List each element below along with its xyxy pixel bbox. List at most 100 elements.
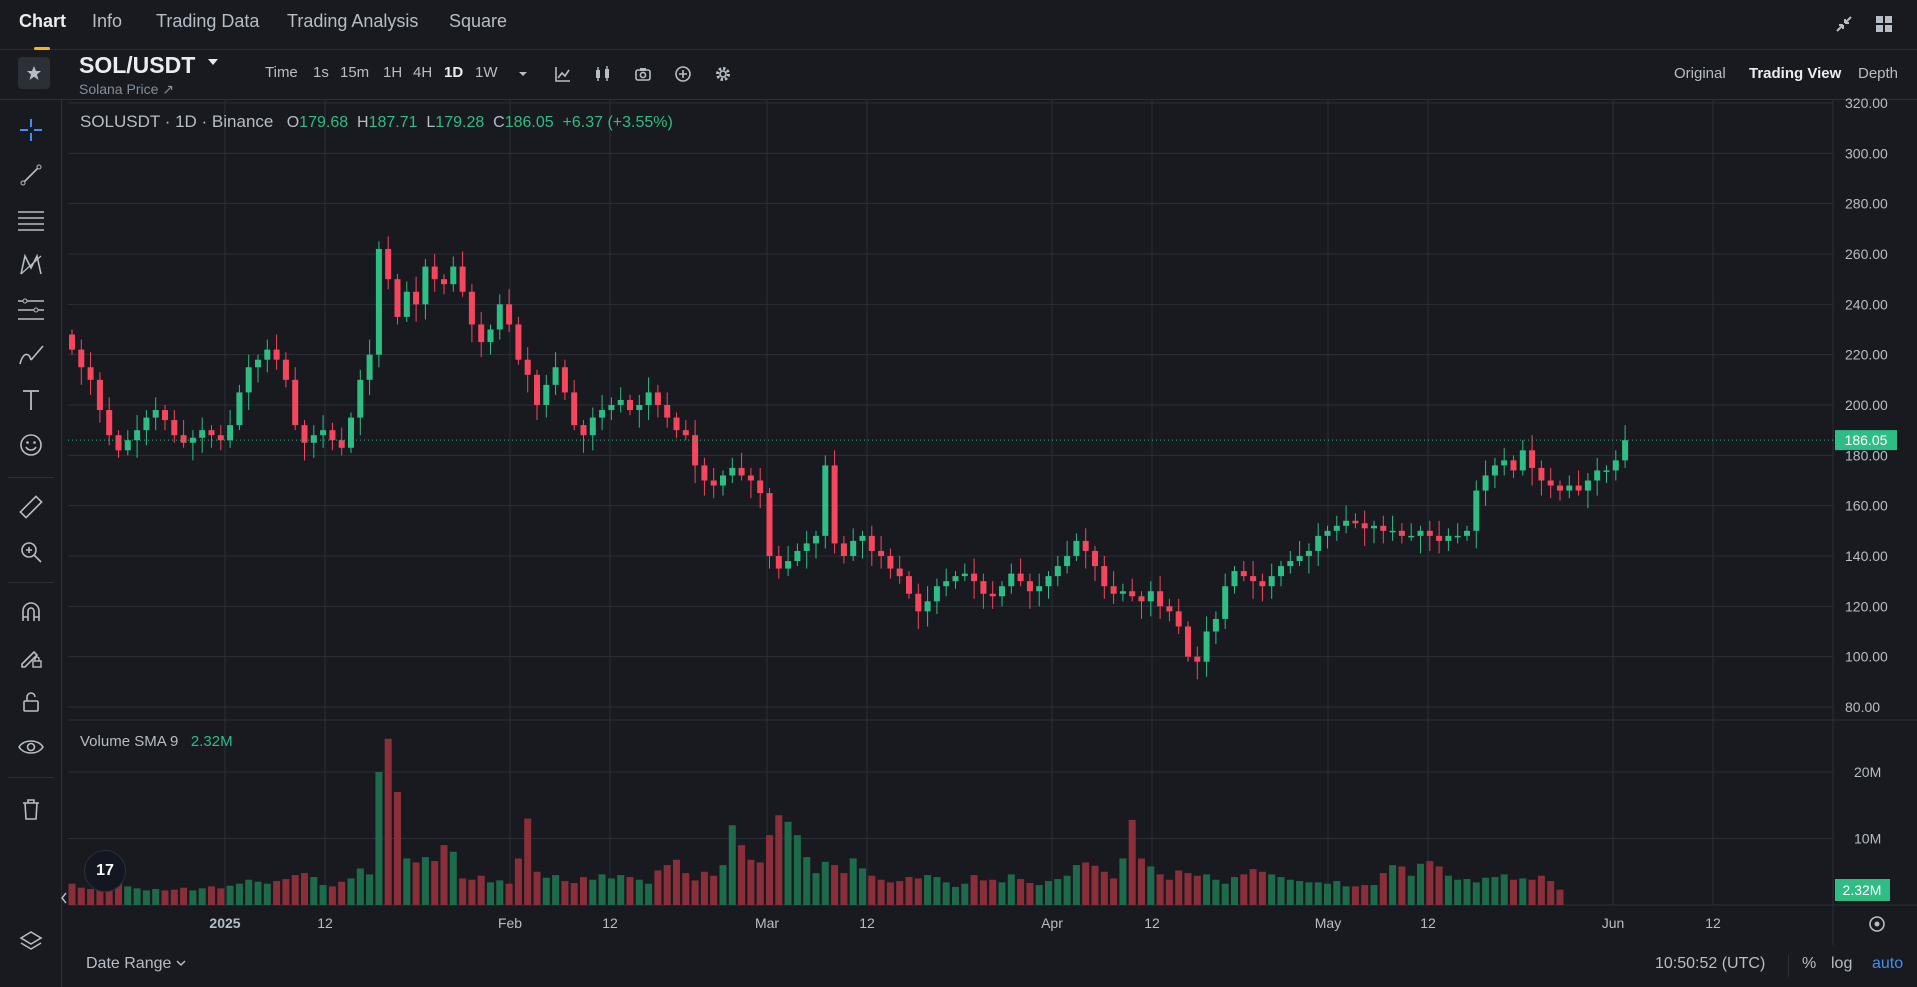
- tab-trading-analysis[interactable]: Trading Analysis: [287, 11, 419, 31]
- candle: [459, 266, 466, 292]
- candle: [813, 535, 819, 544]
- price-chart[interactable]: 320.00 300.00 280.00 260.00 240.00 220.00 200.…: [0, 0, 1917, 945]
- tab-info[interactable]: Info: [92, 11, 123, 31]
- volume-bar: [1379, 873, 1387, 905]
- tab-trading-data[interactable]: Trading Data: [156, 11, 260, 31]
- tradingview-logo[interactable]: 17: [84, 850, 126, 892]
- axis-settings-icon[interactable]: [1874, 921, 1880, 927]
- interval-4h[interactable]: 4H: [413, 64, 433, 81]
- legend-close: 186.05: [504, 114, 554, 131]
- interval-1d[interactable]: 1D: [444, 64, 464, 81]
- volume-bar: [1156, 874, 1164, 905]
- volume-bar: [366, 874, 374, 905]
- emoji-icon[interactable]: [16, 430, 46, 460]
- auto-toggle[interactable]: auto: [1872, 955, 1904, 972]
- interval-1h[interactable]: 1H: [383, 64, 403, 81]
- chevron-down-icon: [176, 960, 186, 967]
- volume-bar: [561, 881, 569, 905]
- candle: [543, 384, 550, 405]
- collapse-icon[interactable]: [1833, 13, 1855, 35]
- volume-bar: [719, 865, 727, 905]
- candle: [1380, 525, 1387, 531]
- chevron-down-icon[interactable]: [514, 65, 532, 83]
- pattern-icon[interactable]: [16, 250, 46, 280]
- axis-settings-icon[interactable]: [1869, 916, 1885, 932]
- candle: [106, 410, 113, 436]
- volume-bar: [124, 886, 132, 905]
- tab-square[interactable]: Square: [449, 11, 508, 31]
- layers-icon[interactable]: [16, 925, 46, 955]
- volume-bar: [459, 878, 467, 905]
- volume-bar: [961, 883, 969, 905]
- text-icon[interactable]: [16, 385, 46, 415]
- settings-icon[interactable]: [714, 65, 732, 83]
- symbol-subtitle-link[interactable]: Solana Price ↗: [79, 81, 174, 97]
- candle: [1222, 586, 1229, 619]
- time-axis-label: 12: [1705, 915, 1721, 931]
- price-axis-label: 200.00: [1845, 397, 1888, 413]
- volume-axis-label: 10M: [1854, 831, 1881, 847]
- trash-icon[interactable]: [16, 794, 46, 824]
- candle: [1445, 535, 1452, 541]
- volume-bar: [263, 883, 271, 905]
- indicators-icon[interactable]: [554, 65, 572, 83]
- candle: [524, 359, 531, 375]
- fib-icon[interactable]: [16, 295, 46, 325]
- volume-bar: [607, 878, 615, 905]
- interval-time[interactable]: Time: [265, 64, 298, 81]
- view-trading-view[interactable]: Trading View: [1749, 65, 1842, 82]
- candle: [1212, 618, 1219, 632]
- percent-toggle[interactable]: %: [1802, 955, 1817, 972]
- volume-bar: [1324, 883, 1331, 905]
- magnet-icon[interactable]: [16, 597, 46, 627]
- view-depth[interactable]: Depth: [1858, 65, 1899, 82]
- candle: [1361, 523, 1368, 529]
- candle: [887, 556, 894, 569]
- interval-1w[interactable]: 1W: [475, 64, 498, 81]
- tab-chart[interactable]: Chart: [19, 11, 67, 31]
- date-range-button[interactable]: Date Range: [86, 955, 186, 973]
- horizontal-lines-icon[interactable]: [16, 205, 46, 235]
- volume-bar: [1407, 875, 1415, 905]
- candle: [255, 359, 261, 368]
- brush-icon[interactable]: [16, 340, 46, 370]
- candle: [134, 430, 141, 441]
- candle: [1054, 566, 1061, 577]
- eye-icon[interactable]: [16, 732, 46, 762]
- volume-bar: [1333, 881, 1341, 905]
- chart-type-icon[interactable]: [594, 65, 612, 83]
- interval-15m[interactable]: 15m: [340, 64, 370, 81]
- lock-drawing-icon[interactable]: [16, 642, 46, 672]
- volume-legend: Volume SMA 9 2.32M: [80, 733, 233, 750]
- crosshair-icon[interactable]: [16, 115, 46, 145]
- volume-bar: [487, 882, 494, 905]
- volume-bar: [924, 875, 932, 905]
- bottom-divider: [1788, 955, 1789, 977]
- interval-1s[interactable]: 1s: [313, 64, 329, 81]
- scroll-left-icon[interactable]: [61, 892, 67, 904]
- camera-icon[interactable]: [634, 65, 652, 83]
- volume-bar: [998, 882, 1006, 905]
- favorite-button[interactable]: [18, 57, 50, 89]
- volume-bar: [877, 879, 885, 905]
- add-icon[interactable]: [674, 65, 692, 83]
- symbol-selector[interactable]: SOL/USDT: [79, 52, 196, 78]
- utc-clock[interactable]: 10:50:52 (UTC): [1655, 955, 1766, 972]
- candle: [1389, 530, 1396, 533]
- ruler-icon[interactable]: [16, 492, 46, 522]
- price-axis-label: 220.00: [1845, 347, 1888, 363]
- candle: [710, 480, 717, 486]
- view-original[interactable]: Original: [1674, 65, 1726, 82]
- candle: [292, 379, 299, 426]
- log-toggle[interactable]: log: [1831, 955, 1853, 972]
- volume-bar: [1100, 871, 1108, 905]
- volume-bar: [747, 859, 755, 905]
- star-icon: [27, 66, 41, 80]
- volume-bar: [710, 875, 718, 905]
- layout-icon[interactable]: [1873, 13, 1895, 35]
- symbol-caret-icon[interactable]: [208, 59, 218, 65]
- trend-line-icon[interactable]: [16, 160, 46, 190]
- volume-bar: [635, 879, 643, 905]
- zoom-icon[interactable]: [16, 537, 46, 567]
- lock-icon[interactable]: [16, 687, 46, 717]
